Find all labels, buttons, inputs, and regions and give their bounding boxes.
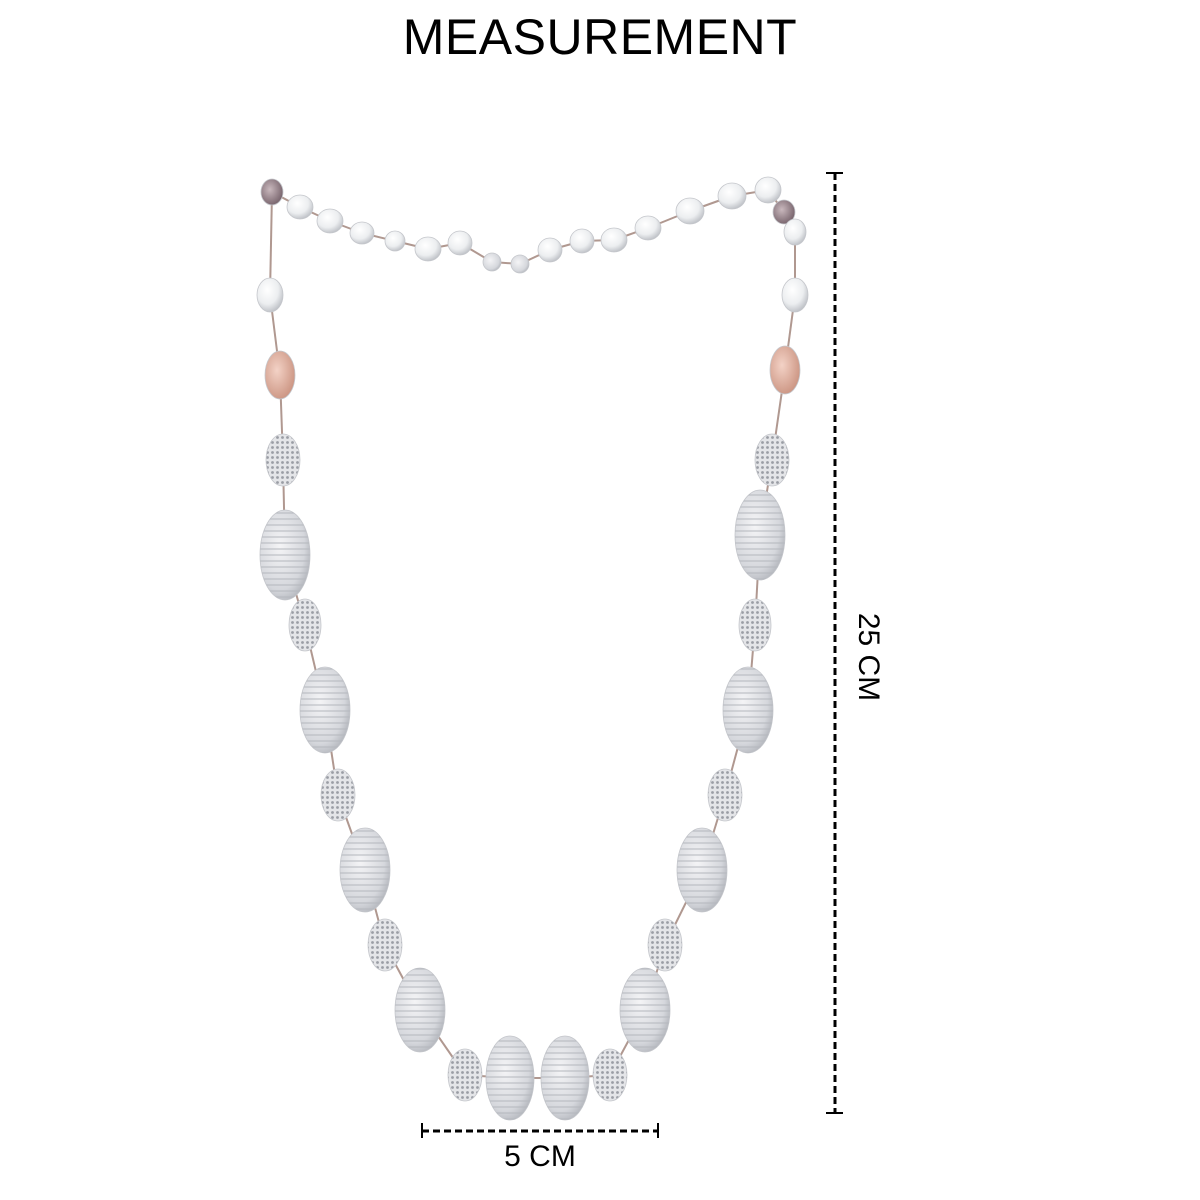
rose-gold-bead xyxy=(264,350,296,400)
page-title: MEASUREMENT xyxy=(402,9,798,65)
rose-gold-bead xyxy=(769,345,801,395)
bead-texture xyxy=(541,1036,589,1120)
pearl-bead xyxy=(675,197,705,225)
width-dimension-line xyxy=(421,1123,659,1138)
height-dimension-line xyxy=(826,172,843,1114)
pearl-bead xyxy=(316,208,344,234)
pearl-bead xyxy=(634,215,662,241)
bead-texture xyxy=(723,667,773,753)
silver-mesh-bead xyxy=(592,1048,628,1102)
silver-mesh-bead xyxy=(754,433,790,487)
bead-texture xyxy=(620,968,670,1052)
pearl-bead xyxy=(783,218,807,246)
pearl-bead xyxy=(717,182,747,210)
plum-bead xyxy=(260,178,284,206)
silver-mesh-bead xyxy=(707,768,743,822)
pearl-bead xyxy=(569,228,595,254)
silver-mesh-bead xyxy=(265,433,301,487)
necklace-beads xyxy=(256,176,809,1121)
silver-wire-bead xyxy=(482,252,502,272)
pearl-bead xyxy=(537,237,563,263)
bead-texture xyxy=(677,828,727,912)
pearl-bead xyxy=(600,227,628,253)
height-label: 25 CM xyxy=(852,612,885,702)
silver-mesh-bead xyxy=(738,598,772,652)
bead-texture xyxy=(735,490,785,580)
bead-texture xyxy=(395,968,445,1052)
pearl-bead xyxy=(781,277,809,313)
pearl-bead xyxy=(414,236,442,262)
silver-wire-bead xyxy=(510,254,530,274)
width-label: 5 CM xyxy=(504,1140,576,1173)
bead-texture xyxy=(260,510,310,600)
silver-mesh-bead xyxy=(320,768,356,822)
bead-texture xyxy=(340,828,390,912)
silver-mesh-bead xyxy=(367,918,403,972)
silver-mesh-bead xyxy=(288,598,322,652)
plum-bead xyxy=(772,199,796,225)
silver-mesh-bead xyxy=(447,1048,483,1102)
pearl-bead xyxy=(286,194,314,220)
pearl-bead xyxy=(447,230,473,256)
bead-texture xyxy=(300,667,350,753)
bead-texture xyxy=(486,1036,534,1120)
pearl-bead xyxy=(754,176,782,204)
pearl-bead xyxy=(349,221,375,245)
pearl-bead xyxy=(384,230,406,252)
necklace-chain xyxy=(269,189,796,1079)
silver-mesh-bead xyxy=(647,918,683,972)
pearl-bead xyxy=(256,277,284,313)
